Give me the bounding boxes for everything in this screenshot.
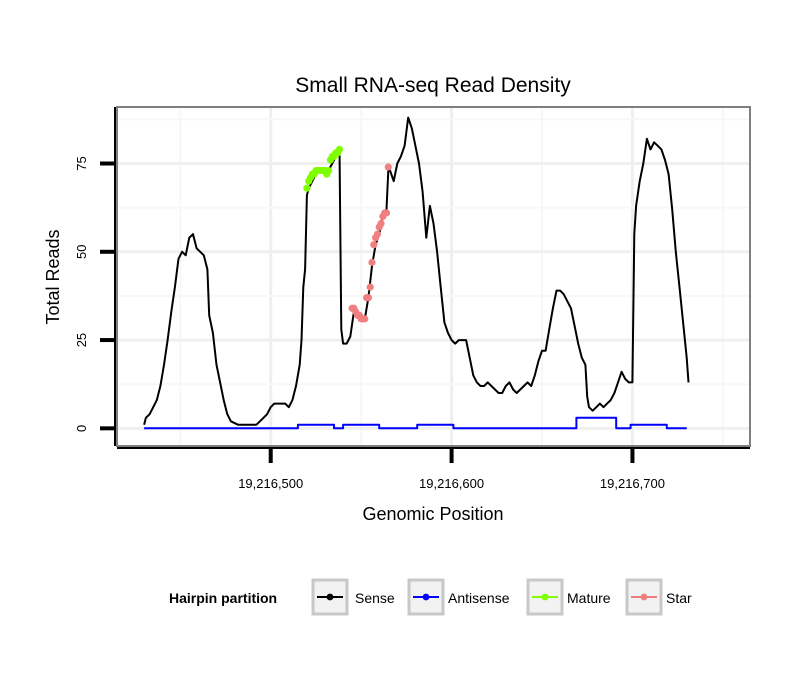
star-point <box>382 209 391 217</box>
star-point <box>384 163 392 171</box>
star-point <box>361 315 369 323</box>
mature-point <box>303 184 311 192</box>
star-point <box>377 219 385 228</box>
x-tick-label: 19,216,600 <box>419 476 484 491</box>
antisense-series-line <box>144 416 687 430</box>
star-point <box>368 258 376 266</box>
grid-lines <box>117 107 750 446</box>
legend: Hairpin partition Sense Antisense Mature St… <box>169 578 692 616</box>
y-tick-label: 0 <box>74 425 89 432</box>
y-axis-ticks: 0 25 50 75 <box>74 156 115 432</box>
legend-point-antisense <box>422 593 430 601</box>
plot-panel-background <box>117 107 750 446</box>
x-tick-label: 19,216,500 <box>238 476 303 491</box>
mature-point <box>325 166 333 175</box>
star-point <box>366 283 374 291</box>
legend-entries: Sense Antisense Mature Star <box>311 578 692 616</box>
plot-panel <box>116 106 751 447</box>
sense-series-line <box>143 116 690 426</box>
axes: 19,216,500 19,216,600 19,216,700 0 25 50 75 <box>74 107 750 491</box>
plot-panel-border <box>116 106 751 447</box>
legend-label-mature: Mature <box>567 590 611 606</box>
legend-label-antisense: Antisense <box>448 590 510 606</box>
legend-label-sense: Sense <box>355 590 395 606</box>
star-point <box>370 241 378 249</box>
legend-title: Hairpin partition <box>169 590 277 606</box>
x-axis-label: Genomic Position <box>362 504 503 524</box>
mature-point <box>335 145 344 153</box>
y-tick-label: 75 <box>74 156 89 170</box>
y-tick-label: 50 <box>74 245 89 259</box>
star-point <box>373 230 382 238</box>
legend-label-star: Star <box>666 590 692 606</box>
star-point <box>364 294 372 302</box>
chart-title: Small RNA-seq Read Density <box>295 74 571 97</box>
y-axis-label: Total Reads <box>43 229 63 324</box>
x-axis-ticks: 19,216,500 19,216,600 19,216,700 <box>238 448 665 491</box>
data-series <box>143 116 690 430</box>
legend-point-sense <box>326 593 334 601</box>
legend-point-mature <box>541 593 549 601</box>
y-tick-label: 25 <box>74 333 89 347</box>
legend-point-star <box>640 593 648 601</box>
x-tick-label: 19,216,700 <box>600 476 665 491</box>
